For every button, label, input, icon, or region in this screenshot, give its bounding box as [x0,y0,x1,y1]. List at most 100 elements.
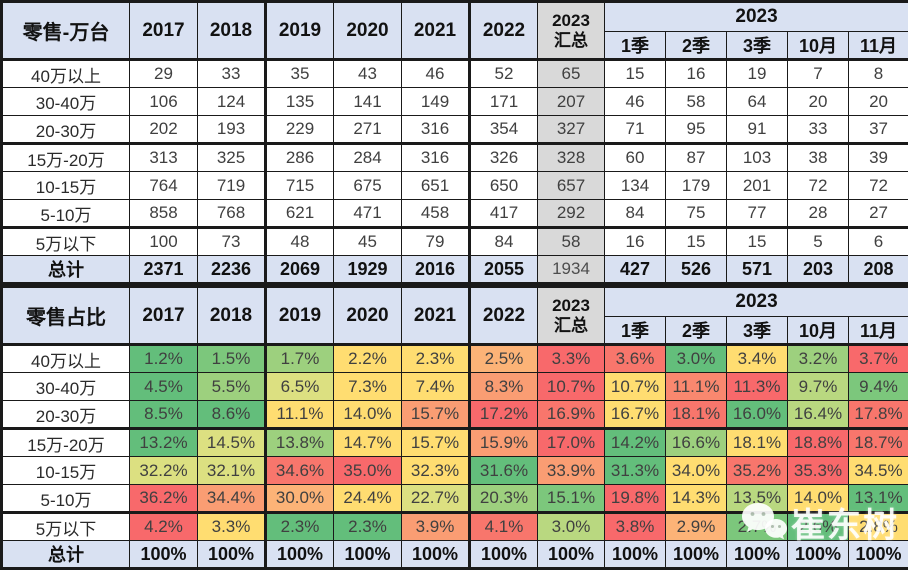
row-label-cell: 15万-20万 [1,143,130,172]
table-cell: 15 [726,227,788,256]
table-cell: 84 [604,199,666,229]
row-label-cell: 5万以下 [1,512,130,541]
table-cell: 52 [469,59,538,88]
table-cell: 2236 [197,255,267,284]
table-cell: 19.8% [604,484,666,514]
table-cell: 621 [265,199,334,229]
table-cell: 11.1% [665,372,727,401]
period-header: 11月 [847,31,908,61]
table-cell: 316 [401,115,471,145]
table-cell: 149 [401,87,471,116]
table-cell: 208 [847,255,908,284]
year-header: 2021 [401,286,471,346]
table-cell: 6 [847,227,908,256]
table-row: 5-10万 858 768 621 471 458 417 292 84 75 77 28 27 [1,199,908,229]
table-cell: 87 [665,143,727,172]
table-cell: 100% [604,540,666,569]
table-cell: 284 [333,143,402,172]
table-cell: 95 [665,115,727,145]
table-cell: 24.4% [333,484,402,514]
table-cell: 15 [604,59,666,88]
table-cell: 3.4% [726,344,788,373]
table-cell: 471 [333,199,402,229]
row-label-cell: 10-15万 [1,171,130,200]
section2-title: 零售占比 [1,286,130,346]
table-cell: 36.2% [129,484,198,514]
table-cell: 100% [726,540,788,569]
table-cell: 100 [129,227,198,256]
table-cell: 11.3% [726,372,788,401]
table-cell: 201 [726,171,788,200]
table-cell: 2.3% [265,512,334,541]
table-cell: 1929 [333,255,402,284]
row-label-cell: 30-40万 [1,87,130,116]
table-row: 40万以上 29 33 35 43 46 52 65 15 16 19 7 8 [1,59,908,88]
table-cell: 3.7% [847,344,908,373]
table-cell: 15.9% [469,428,538,457]
table-cell: 6.5% [265,372,334,401]
table-cell: 46 [604,87,666,116]
retail-share-table: 零售占比 2017 2018 2019 2020 2021 2022 2023 … [0,285,908,570]
table-cell: 193 [197,115,267,145]
table-cell: 18.8% [787,428,849,457]
table-cell: 1.7% [265,344,334,373]
table-cell: 16.7% [604,400,666,430]
table-cell: 100% [847,540,908,569]
table-cell: 32.1% [197,456,267,485]
table-cell: 37 [847,115,908,145]
table-cell: 33.9% [537,456,605,485]
table-row: 20-30万 8.5% 8.6% 11.1% 14.0% 15.7% 17.2% 16.9% 1… [1,400,908,430]
table-cell: 20.3% [469,484,538,514]
period-header: 10月 [787,316,849,346]
table-cell: 7.4% [401,372,471,401]
table-cell: 15.7% [401,428,471,457]
year-header: 2019 [265,286,334,346]
table-cell: 8.3% [469,372,538,401]
row-label-cell: 总计 [1,255,130,284]
table-cell: 3.6% [604,344,666,373]
table-cell: 31.3% [604,456,666,485]
table-cell: 316 [401,143,471,172]
year-header: 2017 [129,1,198,61]
year-header: 2018 [197,1,267,61]
table-cell: 30.0% [265,484,334,514]
table-row: 40万以上 1.2% 1.5% 1.7% 2.2% 2.3% 2.5% 3.3% 3.6% 3.0… [1,344,908,373]
row-label-cell: 5-10万 [1,199,130,229]
table-cell: 100% [537,540,605,569]
row-label-cell: 20-30万 [1,400,130,430]
table-cell: 14.7% [333,428,402,457]
table-cell: 2.3% [401,344,471,373]
table-cell: 229 [265,115,334,145]
table-cell: 10.7% [604,372,666,401]
table-row: 5万以下 4.2% 3.3% 2.3% 2.3% 3.9% 4.1% 3.0% 3.8% 2.9%… [1,512,908,541]
table-cell: 1.2% [129,344,198,373]
table-cell: 4.1% [469,512,538,541]
table-row: 5万以下 100 73 48 45 79 84 58 16 15 15 5 6 [1,227,908,256]
table-cell: 17.8% [847,400,908,430]
table-cell: 313 [129,143,198,172]
table-cell: 3.2% [787,344,849,373]
table-cell: 179 [665,171,727,200]
table-cell: 328 [537,143,605,172]
table-cell: 202 [129,115,198,145]
table-cell: 13.8% [265,428,334,457]
table-row: 5-10万 36.2% 34.4% 30.0% 24.4% 22.7% 20.3% 15.1%… [1,484,908,514]
table-cell: 58 [665,87,727,116]
row-label-cell: 40万以上 [1,344,130,373]
table-cell: 13.2% [129,428,198,457]
table-cell: 2.6% [787,512,849,541]
retail-volume-body: 40万以上 29 33 35 43 46 52 65 15 16 19 7 8 30-40万 106 124 1… [1,59,908,284]
table-cell: 46 [401,59,471,88]
table-cell: 3.3% [197,512,267,541]
row-label-cell: 40万以上 [1,59,130,88]
table-cell: 327 [537,115,605,145]
table-cell: 14.3% [665,484,727,514]
table-cell: 10.7% [537,372,605,401]
table-cell: 15.7% [401,400,471,430]
table-cell: 16.4% [787,400,849,430]
table-cell: 72 [847,171,908,200]
year-header: 2020 [333,1,402,61]
table-cell: 5 [787,227,849,256]
table-cell: 33 [787,115,849,145]
table-cell: 14.2% [604,428,666,457]
